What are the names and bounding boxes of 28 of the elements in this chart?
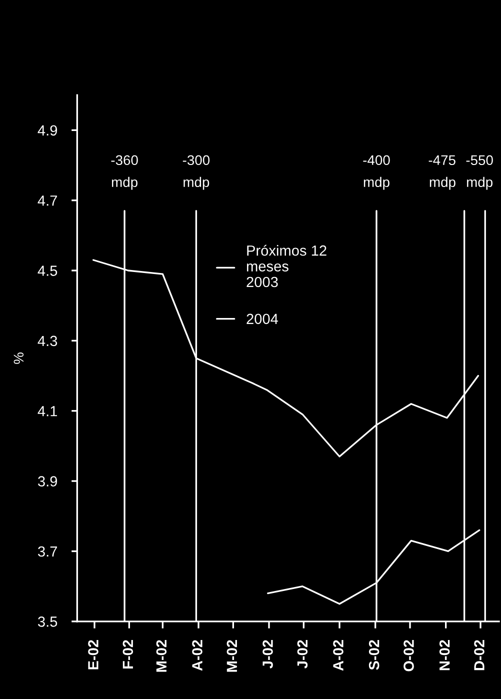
y-tick-label: 4.5 <box>38 266 58 276</box>
x-tick-label: S-02 <box>368 640 380 670</box>
x-tick-label: A-02 <box>192 640 202 671</box>
ref-line-label: -300 mdp <box>182 155 210 190</box>
x-tick-label: O-02 <box>404 640 414 672</box>
ref-line-label: -475 mdp <box>428 155 456 190</box>
y-tick-label: 4.7 <box>38 196 57 206</box>
x-tick-label: J-02 <box>297 640 308 668</box>
ref-line-label: -550 mdp <box>466 155 493 190</box>
x-tick-label: F-02 <box>122 640 134 668</box>
x-tick-label: M-02 <box>156 640 167 672</box>
y-tick-label: 3.7 <box>38 546 57 557</box>
y-tick-label: 4.1 <box>38 406 57 416</box>
y-axis-title: % <box>14 352 24 364</box>
x-tick-label: D-02 <box>474 640 484 670</box>
legend-label: 2004 <box>246 314 278 324</box>
legend-label: Próximos 12 meses 2003 <box>246 244 326 288</box>
x-tick-label: J-02 <box>262 640 273 668</box>
x-tick-label: A-02 <box>333 640 344 671</box>
x-tick-label: N-02 <box>439 640 450 670</box>
ref-line-label: -360 mdp <box>111 155 138 190</box>
ref-line-label: -400 mdp <box>363 155 390 190</box>
y-tick-label: 4.9 <box>38 125 58 136</box>
y-tick-label: 3.5 <box>38 616 58 627</box>
x-tick-label: E-02 <box>88 640 98 670</box>
x-tick-label: M-02 <box>226 640 238 672</box>
y-tick-label: 3.9 <box>38 476 58 486</box>
y-tick-label: 4.3 <box>38 336 58 346</box>
